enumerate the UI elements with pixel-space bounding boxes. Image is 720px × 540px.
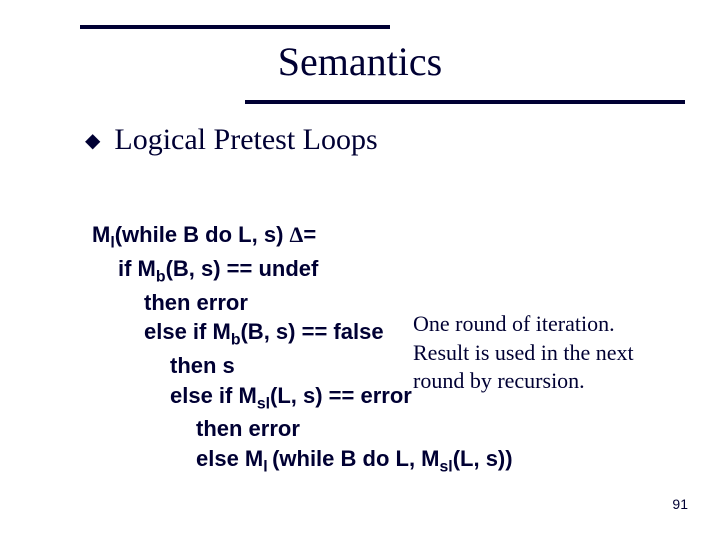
page-number: 91 xyxy=(672,496,688,512)
code-text: (B, s) == undef xyxy=(166,256,319,281)
top-rule xyxy=(80,25,390,29)
code-text: else if M xyxy=(144,319,231,344)
code-line-8: else Ml (while B do L, Msl(L, s)) xyxy=(92,444,513,478)
bullet-item: ◆ Logical Pretest Loops xyxy=(85,123,378,157)
slide: Semantics ◆ Logical Pretest Loops Ml(whi… xyxy=(0,0,720,540)
code-subscript: b xyxy=(156,268,166,285)
bullet-text: Logical Pretest Loops xyxy=(114,123,377,157)
code-subscript: sl xyxy=(257,395,270,412)
title-underline xyxy=(245,100,685,104)
code-text: if M xyxy=(118,256,156,281)
code-text: (while B do L, M xyxy=(272,446,439,471)
code-line-7: then error xyxy=(92,414,513,444)
code-subscript: sl xyxy=(440,459,453,476)
code-text: (L, s)) xyxy=(453,446,513,471)
code-line-2: if Mb(B, s) == undef xyxy=(92,254,513,288)
code-line-1: Ml(while B do L, s) Δ= xyxy=(92,220,513,254)
code-text: = xyxy=(303,222,316,247)
code-text: else M xyxy=(196,446,263,471)
slide-title: Semantics xyxy=(0,38,720,85)
code-subscript: l xyxy=(263,459,272,476)
code-text: (B, s) == false xyxy=(240,319,383,344)
code-text: (L, s) == error xyxy=(270,383,412,408)
code-text: M xyxy=(92,222,110,247)
delta-symbol: Δ xyxy=(290,222,304,247)
code-text: else if M xyxy=(170,383,257,408)
annotation-text: One round of iteration. Result is used i… xyxy=(413,310,663,396)
bullet-marker: ◆ xyxy=(85,131,100,151)
code-text: (while B do L, s) xyxy=(115,222,290,247)
